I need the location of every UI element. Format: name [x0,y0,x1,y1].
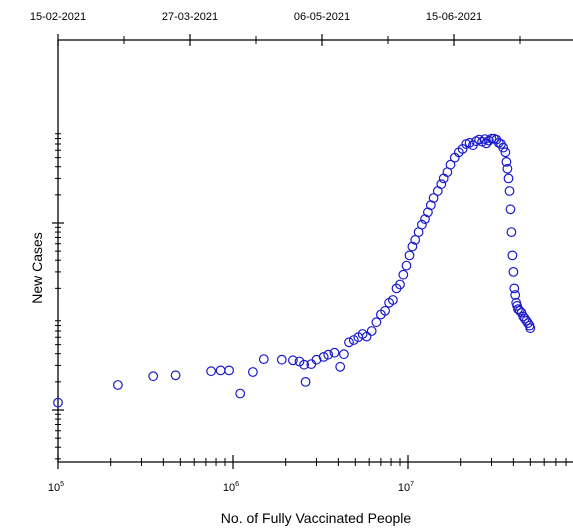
data-points [53,133,536,408]
data-point [299,359,310,370]
data-point [380,305,391,316]
data-point [445,159,456,170]
data-point [395,279,405,290]
data-point [53,397,63,408]
data-point [398,269,409,280]
data-point [509,283,520,294]
data-point [508,267,519,277]
data-point [300,377,311,387]
data-point [506,227,517,238]
top-date-label: 27-03-2021 [162,11,218,23]
data-point [510,290,521,300]
data-point [404,250,415,261]
x-tick-exponent: 6 [235,481,239,488]
data-point [323,349,334,360]
data-point [407,241,418,252]
data-point [502,163,513,174]
data-point [500,147,511,158]
data-point [215,365,226,376]
data-point [235,388,246,399]
data-point [477,136,488,147]
data-point [505,204,516,215]
data-point [525,323,536,334]
y-axis-title: New Cases [29,232,45,304]
data-point [420,214,430,225]
data-point [344,337,354,348]
data-point [339,349,349,360]
data-point [498,142,509,153]
data-point [513,304,523,315]
top-date-label: 15-02-2021 [30,11,86,23]
top-date-label: 06-05-2021 [294,11,350,23]
data-point [335,361,346,372]
data-point [371,317,382,328]
data-point [486,133,497,144]
data-point [258,354,269,365]
x-tick-label: 105 [48,481,64,494]
data-point [366,326,377,336]
data-point [224,365,235,376]
data-point [112,380,123,390]
data-point [507,250,518,261]
x-tick-label: 107 [398,481,414,494]
x-axis-title: No. of Fully Vaccinated People [221,510,412,526]
data-point [276,354,287,365]
data-point [464,137,475,148]
data-point [436,179,447,190]
data-point [361,331,372,342]
x-tick-label: 106 [223,481,239,494]
x-tick-exponent: 5 [60,481,64,488]
x-axis: 105 106 107 [48,455,573,494]
data-point [401,260,412,271]
data-point [438,173,449,184]
top-date-axis: 15-02-2021 27-03-2021 06-05-2021 15-06-2021 [30,11,573,46]
x-tick-exponent: 7 [410,481,414,488]
data-point [457,143,468,154]
data-point [206,366,217,377]
data-point [503,173,514,184]
top-date-label: 15-06-2021 [426,11,482,23]
data-point [288,355,298,366]
data-point [247,367,258,377]
data-point [170,370,181,381]
data-point [329,347,340,358]
data-point [318,352,329,362]
data-point [148,371,159,382]
data-point [514,305,525,316]
data-point [484,135,494,146]
data-point [428,193,439,203]
data-point [388,295,398,305]
data-point [417,219,427,230]
data-point [521,315,532,326]
data-point [501,156,512,167]
data-point [523,318,533,329]
data-point [504,186,515,196]
